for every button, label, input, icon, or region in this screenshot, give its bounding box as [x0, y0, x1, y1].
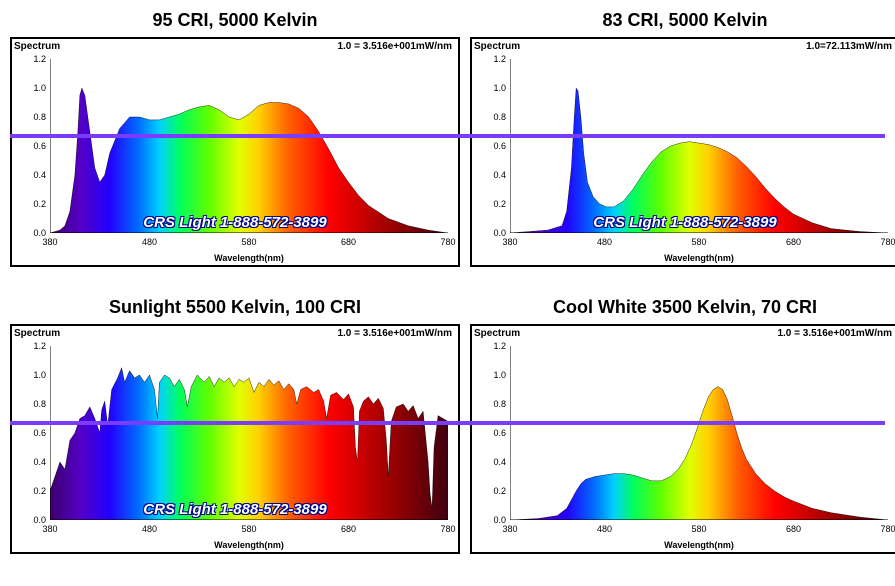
- reference-line: [10, 421, 885, 425]
- y-tick: 0.6: [33, 428, 46, 438]
- plot-area: [50, 59, 448, 233]
- spectrum-corner-label: Spectrum: [474, 328, 520, 339]
- y-tick: 0.4: [33, 170, 46, 180]
- y-tick: 0.4: [493, 170, 506, 180]
- chart-box: Spectrum1.0 = 3.516e+001mW/nm0.00.20.40.…: [470, 324, 895, 554]
- scale-label: 1.0=72.113mW/nm: [806, 41, 892, 52]
- x-tick: 380: [42, 524, 57, 534]
- panel-title: Cool White 3500 Kelvin, 70 CRI: [553, 297, 817, 318]
- spectrum-corner-label: Spectrum: [14, 41, 60, 52]
- panel-title: 83 CRI, 5000 Kelvin: [602, 10, 767, 31]
- y-tick: 1.0: [493, 83, 506, 93]
- y-tick: 1.2: [33, 54, 46, 64]
- y-tick: 1.2: [33, 341, 46, 351]
- x-axis-label: Wavelength(nm): [510, 253, 888, 263]
- x-axis: 380480580680780Wavelength(nm): [50, 522, 448, 552]
- x-tick: 780: [880, 237, 895, 247]
- reference-line: [10, 134, 885, 138]
- x-tick: 480: [142, 524, 157, 534]
- y-tick: 1.0: [33, 83, 46, 93]
- chart-box: Spectrum1.0 = 3.516e+001mW/nm0.00.20.40.…: [10, 37, 460, 267]
- x-tick: 780: [440, 524, 455, 534]
- y-tick: 0.4: [33, 457, 46, 467]
- x-tick: 480: [142, 237, 157, 247]
- scale-label: 1.0 = 3.516e+001mW/nm: [777, 328, 892, 339]
- panel-title: Sunlight 5500 Kelvin, 100 CRI: [109, 297, 361, 318]
- y-tick: 1.2: [493, 341, 506, 351]
- x-tick: 480: [597, 237, 612, 247]
- spectrum-panel: 95 CRI, 5000 Kelvin Spectrum 1.0 = 3.516e+…: [10, 10, 460, 267]
- x-tick: 780: [440, 237, 455, 247]
- y-tick: 0.2: [33, 199, 46, 209]
- x-tick: 480: [597, 524, 612, 534]
- x-tick: 380: [502, 237, 517, 247]
- x-tick: 680: [341, 524, 356, 534]
- y-tick: 0.4: [493, 457, 506, 467]
- x-tick: 680: [786, 237, 801, 247]
- y-tick: 1.2: [493, 54, 506, 64]
- plot-area: [510, 346, 888, 520]
- x-axis-label: Wavelength(nm): [50, 540, 448, 550]
- spectrum-corner-label: Spectrum: [474, 41, 520, 52]
- y-axis: 0.00.20.40.60.81.01.2: [472, 346, 508, 520]
- x-axis: 380480580680780Wavelength(nm): [50, 235, 448, 265]
- y-tick: 0.2: [33, 486, 46, 496]
- x-tick: 680: [341, 237, 356, 247]
- x-tick: 780: [880, 524, 895, 534]
- scale-label: 1.0 = 3.516e+001mW/nm: [337, 328, 452, 339]
- x-tick: 580: [241, 524, 256, 534]
- y-tick: 0.2: [493, 199, 506, 209]
- chart-box: Spectrum1.0=72.113mW/nm0.00.20.40.60.81.…: [470, 37, 895, 267]
- chart-box: Spectrum1.0 = 3.516e+001mW/nm0.00.20.40.…: [10, 324, 460, 554]
- scale-label: 1.0 = 3.516e+001mW/nm: [337, 41, 452, 52]
- spectrum-corner-label: Spectrum: [14, 328, 60, 339]
- spectrum-panel: 83 CRI, 5000 Kelvin Spectrum 1.0=72.113mW/…: [470, 10, 895, 267]
- x-tick: 580: [691, 237, 706, 247]
- plot-area: [50, 346, 448, 520]
- y-tick: 0.6: [493, 141, 506, 151]
- y-tick: 0.2: [493, 486, 506, 496]
- y-tick: 0.8: [493, 399, 506, 409]
- x-tick: 680: [786, 524, 801, 534]
- x-axis: 380480580680780Wavelength(nm): [510, 522, 888, 552]
- x-tick: 380: [42, 237, 57, 247]
- y-tick: 0.6: [493, 428, 506, 438]
- y-tick: 0.8: [33, 399, 46, 409]
- y-tick: 0.6: [33, 141, 46, 151]
- y-axis: 0.00.20.40.60.81.01.2: [472, 59, 508, 233]
- x-axis-label: Wavelength(nm): [50, 253, 448, 263]
- x-tick: 580: [691, 524, 706, 534]
- spectrum-panel: Cool White 3500 Kelvin, 70 CRI Spectrum 1.…: [470, 297, 895, 554]
- x-axis: 380480580680780Wavelength(nm): [510, 235, 888, 265]
- spectrum-panel: Sunlight 5500 Kelvin, 100 CRI Spectrum 1.0…: [10, 297, 460, 554]
- x-axis-label: Wavelength(nm): [510, 540, 888, 550]
- panel-title: 95 CRI, 5000 Kelvin: [152, 10, 317, 31]
- y-tick: 1.0: [493, 370, 506, 380]
- y-axis: 0.00.20.40.60.81.01.2: [12, 59, 48, 233]
- y-tick: 1.0: [33, 370, 46, 380]
- y-tick: 0.8: [493, 112, 506, 122]
- x-tick: 580: [241, 237, 256, 247]
- y-tick: 0.8: [33, 112, 46, 122]
- x-tick: 380: [502, 524, 517, 534]
- y-axis: 0.00.20.40.60.81.01.2: [12, 346, 48, 520]
- plot-area: [510, 59, 888, 233]
